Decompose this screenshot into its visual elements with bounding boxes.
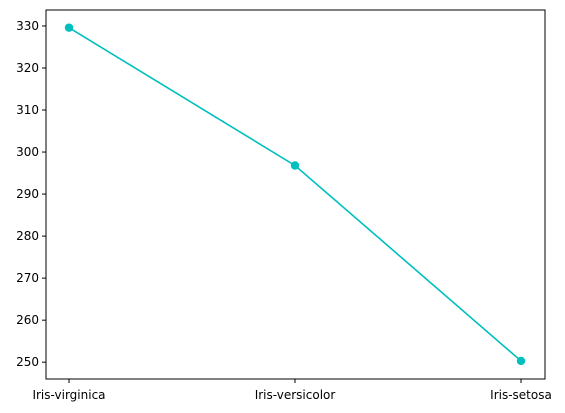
y-tick-label: 270: [16, 271, 39, 285]
y-tick-label: 320: [16, 61, 39, 75]
y-axis: 250 260 270 280 290 300 310 320 330: [16, 19, 46, 369]
data-point: [290, 161, 300, 170]
series-line-group: [64, 23, 526, 366]
x-tick-label: Iris-virginica: [32, 388, 105, 402]
y-tick-label: 310: [16, 103, 39, 117]
y-tick-label: 260: [16, 313, 39, 327]
data-point: [64, 23, 74, 32]
x-axis: Iris-virginica Iris-versicolor Iris-setosa: [32, 379, 552, 402]
x-tick-label: Iris-versicolor: [255, 388, 336, 402]
y-tick-label: 250: [16, 355, 39, 369]
x-tick-label: Iris-setosa: [490, 388, 552, 402]
y-tick-label: 280: [16, 229, 39, 243]
plot-area-frame: [45, 9, 546, 380]
y-tick-label: 290: [16, 187, 39, 201]
series-line: [68, 27, 522, 362]
data-point: [516, 356, 526, 366]
y-tick-label: 300: [16, 145, 39, 159]
y-tick-label: 330: [16, 19, 39, 33]
